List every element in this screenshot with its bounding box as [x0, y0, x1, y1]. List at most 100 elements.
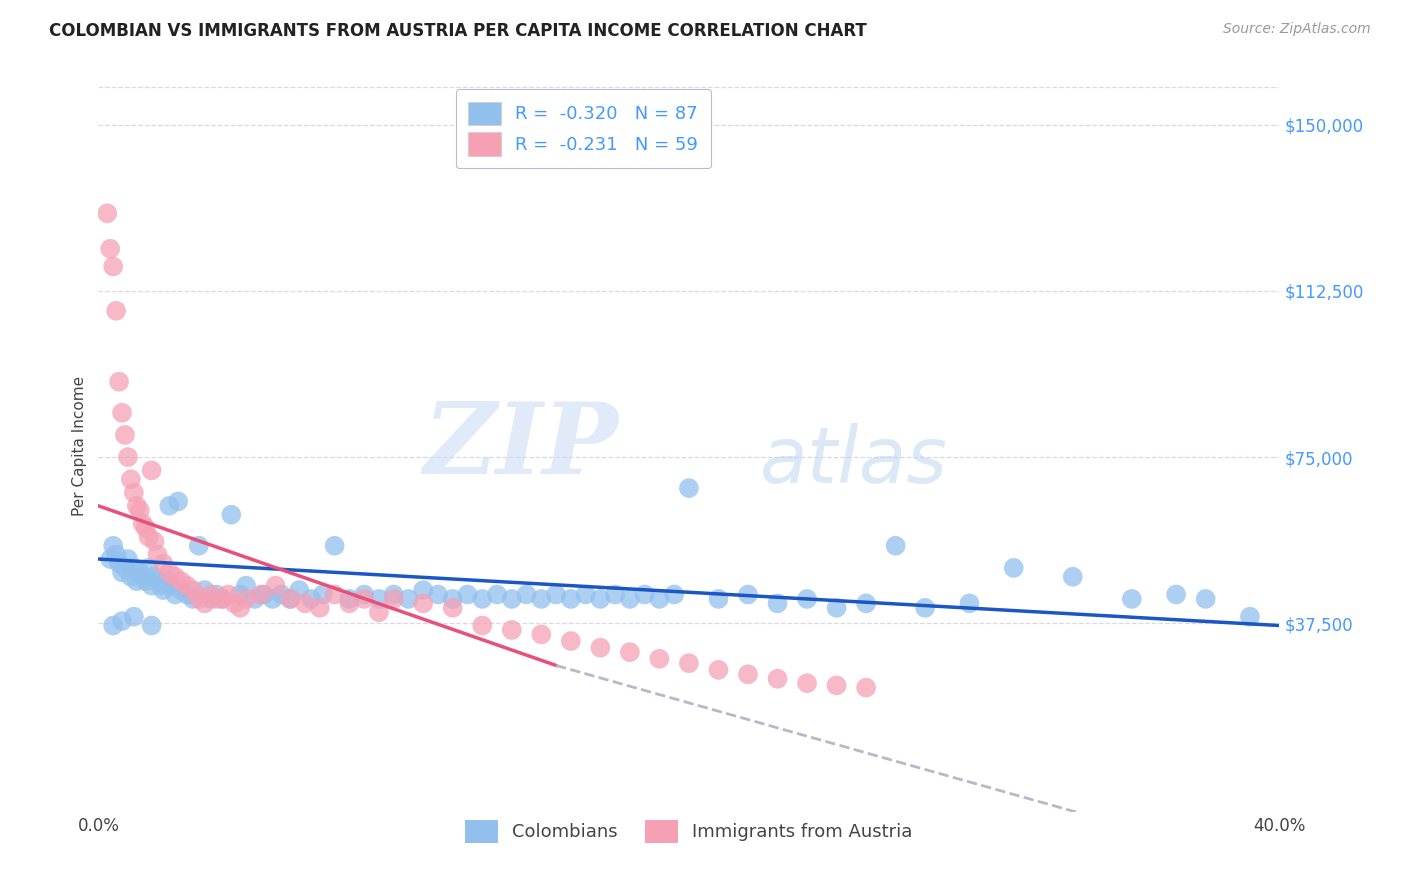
Point: [132, 570, 155, 584]
Point: [299, 591, 322, 606]
Point: [152, 583, 174, 598]
Point: [152, 557, 174, 571]
Point: [530, 627, 553, 641]
Point: [825, 678, 848, 692]
Point: [125, 499, 148, 513]
Point: [141, 463, 163, 477]
Point: [546, 587, 568, 601]
Point: [105, 303, 128, 318]
Point: [457, 587, 479, 601]
Point: [288, 583, 311, 598]
Point: [766, 596, 789, 610]
Point: [914, 600, 936, 615]
Point: [155, 574, 177, 589]
Point: [194, 583, 217, 598]
Point: [441, 591, 464, 606]
Point: [471, 618, 494, 632]
Point: [412, 583, 434, 598]
Point: [270, 587, 292, 601]
Point: [486, 587, 509, 601]
Point: [211, 591, 233, 606]
Point: [353, 587, 375, 601]
Point: [294, 596, 316, 610]
Point: [211, 591, 233, 606]
Point: [138, 561, 160, 575]
Point: [103, 260, 125, 274]
Point: [530, 591, 553, 606]
Point: [855, 596, 877, 610]
Point: [149, 579, 172, 593]
Point: [103, 539, 125, 553]
Point: [368, 605, 391, 619]
Point: [1166, 587, 1188, 601]
Point: [309, 600, 332, 615]
Point: [382, 591, 405, 606]
Point: [501, 591, 523, 606]
Point: [1121, 591, 1143, 606]
Point: [589, 640, 612, 655]
Point: [217, 587, 239, 601]
Point: [619, 645, 641, 659]
Point: [162, 579, 183, 593]
Point: [323, 539, 346, 553]
Point: [108, 375, 131, 389]
Point: [141, 618, 163, 632]
Point: [165, 587, 187, 601]
Point: [648, 591, 671, 606]
Point: [117, 450, 139, 464]
Point: [200, 587, 222, 601]
Point: [707, 591, 730, 606]
Point: [1195, 591, 1218, 606]
Point: [501, 623, 523, 637]
Point: [229, 600, 252, 615]
Point: [96, 206, 118, 220]
Point: [143, 570, 166, 584]
Point: [678, 657, 700, 671]
Point: [648, 652, 671, 666]
Point: [589, 591, 612, 606]
Point: [262, 591, 284, 606]
Point: [146, 574, 169, 589]
Text: COLOMBIAN VS IMMIGRANTS FROM AUSTRIA PER CAPITA INCOME CORRELATION CHART: COLOMBIAN VS IMMIGRANTS FROM AUSTRIA PER…: [49, 22, 868, 40]
Text: Source: ZipAtlas.com: Source: ZipAtlas.com: [1223, 22, 1371, 37]
Point: [560, 591, 582, 606]
Point: [796, 676, 818, 690]
Point: [471, 591, 494, 606]
Point: [181, 583, 204, 598]
Point: [323, 587, 346, 601]
Point: [382, 587, 405, 601]
Point: [122, 609, 145, 624]
Point: [253, 587, 276, 601]
Point: [398, 591, 420, 606]
Point: [111, 614, 134, 628]
Point: [176, 579, 198, 593]
Point: [120, 570, 142, 584]
Point: [200, 591, 222, 606]
Y-axis label: Per Capita Income: Per Capita Income: [72, 376, 87, 516]
Point: [135, 574, 157, 589]
Legend: Colombians, Immigrants from Austria: Colombians, Immigrants from Austria: [458, 813, 920, 850]
Point: [368, 591, 391, 606]
Point: [181, 591, 204, 606]
Point: [427, 587, 450, 601]
Point: [205, 587, 228, 601]
Point: [678, 481, 700, 495]
Point: [98, 242, 121, 256]
Point: [235, 579, 257, 593]
Point: [560, 634, 582, 648]
Point: [187, 539, 209, 553]
Point: [187, 591, 209, 606]
Point: [114, 561, 136, 575]
Point: [664, 587, 686, 601]
Point: [312, 587, 335, 601]
Point: [855, 681, 877, 695]
Point: [157, 566, 180, 580]
Text: atlas: atlas: [759, 423, 948, 499]
Point: [605, 587, 627, 601]
Point: [1062, 570, 1084, 584]
Point: [122, 485, 145, 500]
Point: [194, 596, 217, 610]
Point: [98, 552, 121, 566]
Point: [634, 587, 657, 601]
Point: [250, 587, 273, 601]
